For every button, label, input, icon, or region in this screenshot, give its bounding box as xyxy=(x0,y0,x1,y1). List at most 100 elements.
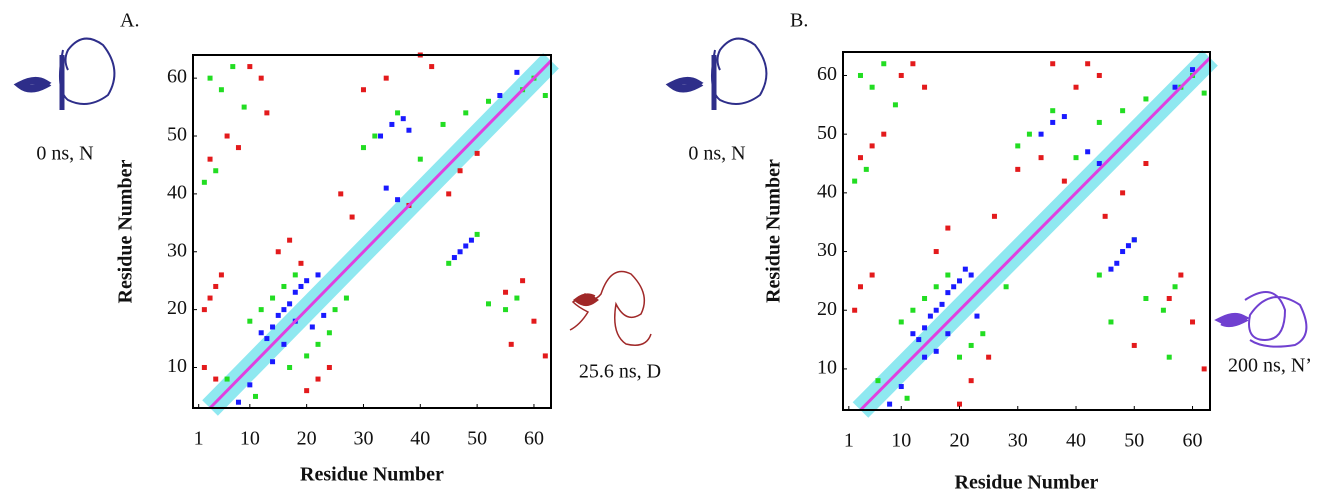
y-tick-label: 60 xyxy=(167,66,187,88)
contact-dot xyxy=(945,225,951,231)
contact-dot xyxy=(1050,119,1056,125)
contact-dot xyxy=(1061,178,1067,184)
contact-dot xyxy=(1085,61,1091,67)
contact-dot xyxy=(287,237,293,243)
structure-caption: 25.6 ns, D xyxy=(579,361,661,383)
contact-dot xyxy=(264,336,270,342)
contact-dot xyxy=(372,133,378,139)
contact-dot xyxy=(395,110,401,116)
contact-dot xyxy=(980,331,986,337)
contact-dot xyxy=(213,376,219,382)
structure-icon xyxy=(665,37,768,110)
x-tick-label: 60 xyxy=(524,428,544,450)
contact-dot xyxy=(1108,266,1114,272)
contact-dot xyxy=(974,313,980,319)
x-tick-label: 10 xyxy=(240,428,260,450)
contact-dot xyxy=(1085,149,1091,155)
contact-dot xyxy=(1172,284,1178,290)
contact-dot xyxy=(440,121,446,127)
contact-dot xyxy=(264,110,270,116)
contact-dot xyxy=(247,382,253,388)
contact-dot xyxy=(933,307,939,313)
contact-dot xyxy=(417,156,423,162)
y-tick-label: 60 xyxy=(817,63,837,85)
contact-dot xyxy=(881,61,887,67)
x-tick-label: 60 xyxy=(1183,430,1203,452)
contact-dot xyxy=(542,93,548,99)
contact-dot xyxy=(514,69,520,75)
contact-dot xyxy=(892,102,898,108)
x-tick-label: 40 xyxy=(410,428,430,450)
contact-dot xyxy=(869,272,875,278)
contact-dot xyxy=(922,84,928,90)
contact-dot xyxy=(1166,354,1172,360)
contact-dot xyxy=(922,354,928,360)
contact-dot xyxy=(968,378,974,384)
contact-dot xyxy=(258,75,264,81)
contact-dot xyxy=(1026,131,1032,137)
contact-dot xyxy=(343,295,349,301)
contact-dot xyxy=(1120,190,1126,196)
contact-dot xyxy=(315,376,321,382)
contact-dot xyxy=(309,324,315,330)
structure-caption: 0 ns, N xyxy=(36,143,93,165)
contact-dot xyxy=(457,249,463,255)
contact-dot xyxy=(275,249,281,255)
contact-dot xyxy=(1201,90,1207,96)
contact-dot xyxy=(292,289,298,295)
contact-dot xyxy=(1096,161,1102,167)
plot-frame xyxy=(842,51,1211,411)
y-axis-label: Residue Number xyxy=(763,159,785,303)
contact-dot xyxy=(304,278,310,284)
structure-icon xyxy=(569,270,652,346)
contact-dot xyxy=(406,127,412,133)
contact-dot xyxy=(1131,237,1137,243)
contact-dot xyxy=(503,307,509,313)
contact-dot xyxy=(531,318,537,324)
contact-dot xyxy=(258,330,264,336)
contact-dot xyxy=(247,64,253,70)
contact-dot xyxy=(508,341,514,347)
x-tick-label: 20 xyxy=(297,428,317,450)
contact-dot xyxy=(1108,319,1114,325)
contact-dot xyxy=(1201,366,1207,372)
contact-dot xyxy=(957,354,963,360)
contact-dot xyxy=(241,104,247,110)
contact-dot xyxy=(360,145,366,151)
structure-caption: 200 ns, N’ xyxy=(1228,355,1312,377)
contact-dot xyxy=(933,249,939,255)
contact-dot xyxy=(207,295,213,301)
contact-dot xyxy=(201,179,207,185)
contact-dot xyxy=(281,307,287,313)
y-tick-label: 30 xyxy=(817,239,837,261)
contact-dot xyxy=(332,307,338,313)
contact-dot xyxy=(463,243,469,249)
contact-dot xyxy=(939,301,945,307)
contact-dot xyxy=(224,376,230,382)
x-tick-label: 1 xyxy=(844,430,854,452)
contact-dot xyxy=(887,401,893,407)
contact-dot xyxy=(383,75,389,81)
contact-dot xyxy=(281,283,287,289)
contact-dot xyxy=(207,156,213,162)
contact-dot xyxy=(1096,272,1102,278)
y-tick-label: 30 xyxy=(167,239,187,261)
contact-dot xyxy=(1073,155,1079,161)
contact-dot xyxy=(298,283,304,289)
contact-dot xyxy=(945,272,951,278)
y-tick-label: 20 xyxy=(817,298,837,320)
contact-dot xyxy=(1143,96,1149,102)
contact-dot xyxy=(927,313,933,319)
contact-dot xyxy=(1038,131,1044,137)
x-tick-label: 30 xyxy=(1008,430,1028,452)
contact-dot xyxy=(910,61,916,67)
contact-dot xyxy=(451,255,457,261)
y-tick-label: 10 xyxy=(817,357,837,379)
contact-dot xyxy=(1015,143,1021,149)
contact-dot xyxy=(281,341,287,347)
y-tick-label: 50 xyxy=(167,124,187,146)
contact-dot xyxy=(292,272,298,278)
x-axis-label: Residue Number xyxy=(955,472,1099,494)
contact-dot xyxy=(395,197,401,203)
contact-dot xyxy=(429,64,435,70)
